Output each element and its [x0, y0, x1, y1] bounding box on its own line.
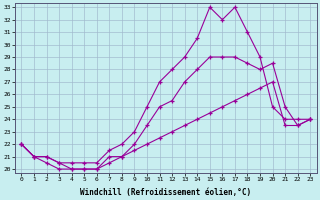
X-axis label: Windchill (Refroidissement éolien,°C): Windchill (Refroidissement éolien,°C) — [80, 188, 252, 197]
